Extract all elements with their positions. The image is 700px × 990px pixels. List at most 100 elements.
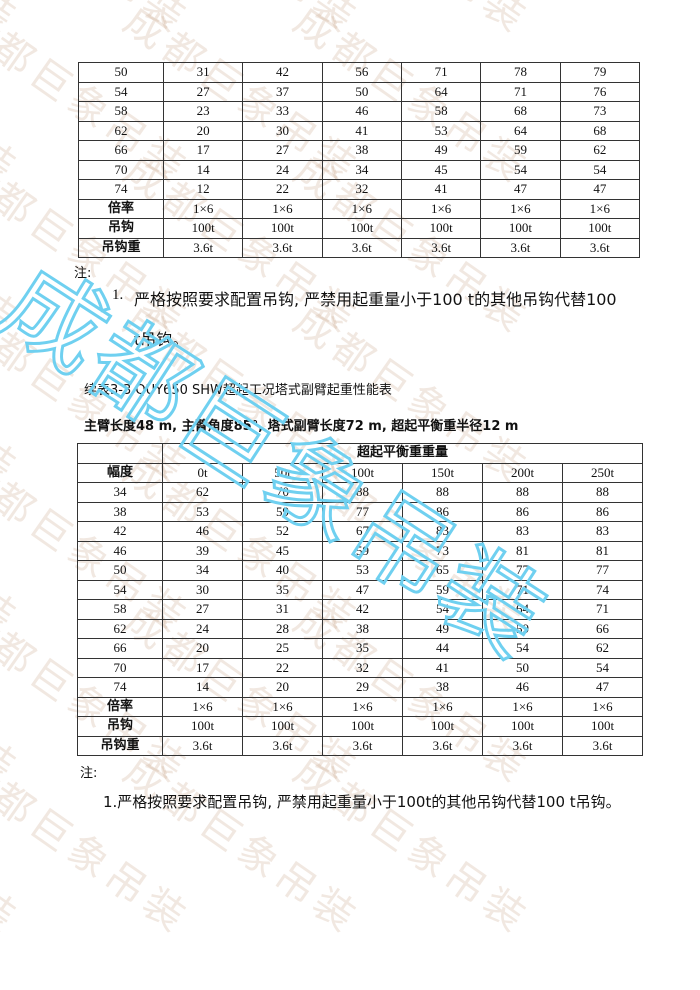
table-cell: 74	[78, 179, 164, 200]
table-cell: 71	[400, 62, 482, 83]
row-label-cell: 吊钩重	[77, 735, 163, 756]
table-cell: 50	[482, 657, 563, 678]
table-cell: 52	[242, 521, 323, 542]
table-cell: 24	[162, 618, 243, 639]
table-cell: 64	[482, 599, 563, 620]
table-cell: 0t	[162, 462, 243, 483]
table-cell: 3.6t	[562, 735, 643, 756]
table-cell: 47	[322, 579, 403, 600]
table-cell: 100t	[562, 716, 643, 737]
table-cell: 78	[480, 62, 561, 83]
table-cell: 66	[78, 140, 164, 161]
table-cell: 49	[402, 618, 483, 639]
table-cell: 28	[242, 618, 323, 639]
table-cell: 39	[162, 540, 243, 561]
table-cell: 74	[77, 677, 163, 698]
table-cell: 3.6t	[242, 237, 323, 258]
row-label-cell: 吊钩	[77, 716, 163, 737]
table-cell: 50t	[242, 462, 323, 483]
table-cell: 1×6	[242, 198, 323, 219]
table-cell: 46	[162, 521, 243, 542]
table-cell: 79	[559, 62, 641, 83]
table-cell: 88	[562, 482, 643, 503]
table-cell: 100t	[162, 716, 243, 737]
table-cell: 20	[242, 677, 323, 698]
table-cell: 27	[242, 140, 323, 161]
table-cell: 1×6	[562, 696, 643, 717]
table-cell: 66	[77, 638, 163, 659]
table-cell: 88	[482, 482, 563, 503]
table-cell: 1×6	[400, 198, 482, 219]
table-cell: 100t	[321, 218, 402, 239]
table-cell: 3.6t	[480, 237, 561, 258]
table-cell: 23	[162, 101, 244, 122]
table-cell: 68	[559, 120, 641, 141]
table-cell: 27	[162, 81, 244, 102]
table-cell: 64	[400, 81, 482, 102]
empty-corner-cell	[77, 443, 163, 464]
table-cell: 24	[242, 159, 323, 180]
table-cell: 54	[482, 638, 563, 659]
table-cell: 42	[77, 521, 163, 542]
watermark-tile: 成都巨象吊装	[0, 0, 28, 194]
watermark-tile: 成都巨象吊装	[285, 0, 537, 44]
table-cell: 70	[77, 657, 163, 678]
table-cell: 3.6t	[400, 237, 482, 258]
note-label: 注:	[74, 266, 92, 281]
table-cell: 86	[562, 501, 643, 522]
table-cell: 54	[559, 159, 641, 180]
table-cell: 38	[77, 501, 163, 522]
table-cell: 70	[78, 159, 164, 180]
table-cell: 41	[400, 179, 482, 200]
table-cell: 1×6	[242, 696, 323, 717]
table-cell: 1×6	[482, 696, 563, 717]
table-cell: 1×6	[480, 198, 561, 219]
table-cell: 3.6t	[482, 735, 563, 756]
watermark-tile: 成都巨象吊装	[0, 0, 198, 44]
table-cell: 35	[322, 638, 403, 659]
table-cell: 47	[480, 179, 561, 200]
table-row: 吊钩重 3.6t 3.6t 3.6t 3.6t 3.6t 3.6t	[77, 735, 643, 756]
table-cell: 38	[322, 618, 403, 639]
table-cell: 100t	[402, 716, 483, 737]
table-cell: 100t	[559, 218, 641, 239]
table-cell: 62	[562, 638, 643, 659]
table-cell: 54	[78, 81, 164, 102]
table-row: 58 23 33 46 58 68 73	[78, 101, 641, 122]
table-cell: 22	[242, 179, 323, 200]
table-cell: 100t	[482, 716, 563, 737]
table-cell: 83	[562, 521, 643, 542]
table-cell: 47	[559, 179, 641, 200]
table-cell: 62	[78, 120, 164, 141]
table-cell: 81	[562, 540, 643, 561]
table-cell: 42	[242, 62, 323, 83]
table-cell: 45	[400, 159, 482, 180]
table-cell: 47	[562, 677, 643, 698]
table-cell: 17	[162, 140, 244, 161]
table-cell: 33	[242, 101, 323, 122]
note-text-line2: t吊钩。	[134, 330, 189, 349]
table-row: 66 20 25 35 44 54 62	[77, 638, 643, 659]
table-cell: 62	[77, 618, 163, 639]
table-cell: 45	[242, 540, 323, 561]
table-caption: 续表3-3 QUY650 SHW超起工况塔式副臂起重性能表	[84, 383, 392, 398]
table-cell: 49	[400, 140, 482, 161]
watermark-tile: 成都巨象吊装	[0, 447, 28, 644]
table-cell: 30	[242, 120, 323, 141]
row-label-cell: 倍率	[78, 198, 164, 219]
table-cell: 150t	[402, 462, 483, 483]
table-row: 74 12 22 32 41 47 47	[78, 179, 641, 200]
table-cell: 54	[562, 657, 643, 678]
table-cell: 3.6t	[162, 237, 244, 258]
table-cell: 76	[559, 81, 641, 102]
table-cell: 32	[322, 657, 403, 678]
table-cell: 88	[322, 482, 403, 503]
table-cell: 42	[322, 599, 403, 620]
table-cell: 20	[162, 638, 243, 659]
watermark-tile: 成都巨象吊装	[115, 747, 368, 944]
table-row: 42 46 52 67 83 83 83	[77, 521, 643, 542]
table-row: 62 24 28 38 49 59 66	[77, 618, 643, 639]
table-cell: 50	[321, 81, 402, 102]
load-table-continued: 50 31 42 56 71 78 79 54 27 37 50 64 71 76 58 23 33 46 58 68…	[78, 62, 641, 258]
table-cell: 58	[400, 101, 482, 122]
